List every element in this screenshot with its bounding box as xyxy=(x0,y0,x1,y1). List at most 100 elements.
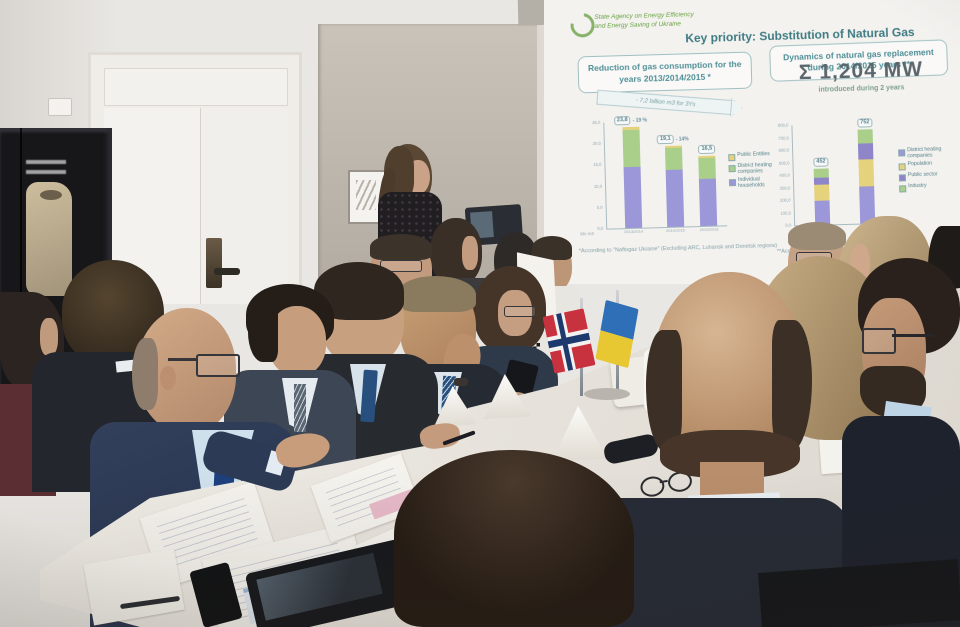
chart-legend: District heating companies Population Publ… xyxy=(898,146,955,196)
bar: 23,8- 19 % 2013/2014 xyxy=(613,116,650,234)
legend-label: District heating companies xyxy=(907,146,942,159)
delegate-paper-man-hair xyxy=(532,236,572,260)
chart-annotation-label: - 7,2 billion m3 for 3Ys xyxy=(635,97,696,108)
chart-bars: 23,8- 19 % 2013/2014 19,1- 14% 2014/2015 16,… xyxy=(604,116,727,234)
bar: 7522015 xyxy=(857,118,876,230)
bar-callout: 752 xyxy=(857,118,873,128)
chart-axis-unit: bln m3 xyxy=(580,231,594,237)
bar-segment xyxy=(813,167,829,178)
coat-hook-shadow xyxy=(40,190,62,200)
legend-swatch xyxy=(898,149,906,157)
young-man-tie xyxy=(294,384,306,432)
bar-segment xyxy=(699,178,718,227)
slide-panel-left-heading: Reduction of gas consumption for the yea… xyxy=(577,51,753,94)
legend-item: Population xyxy=(898,160,955,171)
bar-pct-label: - 14% xyxy=(675,135,689,143)
rear-attendee-face-1 xyxy=(462,236,478,270)
door-card-lock xyxy=(206,238,222,288)
bar-total-label: 452 xyxy=(813,156,829,167)
chart-plot-area: 0,0 100,0 200,0 300,0 400,0 500,0 600,0 700,0 80… xyxy=(778,118,896,231)
phone-woman-face xyxy=(498,290,532,336)
door-handle xyxy=(214,268,240,275)
y-tick-label: 500,0 xyxy=(778,160,790,166)
chart-bars: 4522014 7522015 xyxy=(792,118,895,231)
bald-man-glasses xyxy=(196,354,240,377)
bar-total-label: 23,8 xyxy=(613,116,631,126)
bar-total-label: 752 xyxy=(857,118,873,128)
bar-callout: 23,8- 19 % xyxy=(613,116,648,126)
bar-pct-label: - 19 % xyxy=(632,117,648,124)
sum-value: Σ 1,204 MW xyxy=(798,57,924,85)
senior-man-hair xyxy=(398,276,476,312)
bar-segment xyxy=(698,157,717,179)
y-tick-label: 800,0 xyxy=(777,122,789,128)
y-tick-label: 10,0 xyxy=(593,183,603,189)
flag-stand-base xyxy=(584,388,630,400)
legend-label: Public Entities xyxy=(737,151,770,158)
legend-swatch xyxy=(898,163,906,171)
bar-segment xyxy=(814,184,830,201)
far-left-woman-face xyxy=(40,318,58,356)
y-tick-label: 25,0 xyxy=(592,119,601,126)
bald-man-glasses-arm xyxy=(168,358,198,361)
attendee-glasses-man-hair xyxy=(788,222,846,250)
chart-annotation-arrow: - 7,2 billion m3 for 3Ys xyxy=(596,89,735,116)
legend-label: Industry xyxy=(908,183,927,190)
bar-stack xyxy=(813,167,831,225)
sum-block: Σ 1,204 MW introduced during 2 years xyxy=(768,57,955,95)
phone-woman-glasses xyxy=(504,306,536,317)
bar-segment xyxy=(664,147,683,171)
bar-callout: 19,1- 14% xyxy=(656,134,689,145)
legend-swatch xyxy=(728,165,736,173)
y-tick-label: 20,0 xyxy=(592,141,601,147)
chart-plot-area: 0,0 5,0 10,0 15,0 20,0 25,0 23,8- 19 % 2013/20… xyxy=(592,116,728,234)
bar-stack xyxy=(664,145,684,227)
legend-item: Public sector xyxy=(898,171,955,182)
bald-man-stubble xyxy=(132,338,158,410)
legend-swatch xyxy=(899,185,907,193)
senior-man-watch xyxy=(454,378,468,386)
bar: 16,5 2015/2016 xyxy=(698,120,719,232)
bar: 4522014 xyxy=(812,124,831,231)
bearded-attendee-glasses xyxy=(862,328,896,354)
picture-sketch xyxy=(356,180,376,210)
bald-attendee-hair-right xyxy=(772,320,812,452)
x-category-label: 2013/2014 xyxy=(624,228,644,235)
background-attendee-hair xyxy=(370,234,432,260)
legend-swatch xyxy=(898,174,907,182)
bar-total-label: 19,1 xyxy=(656,134,674,145)
young-man-hair-side xyxy=(248,302,278,362)
annotation-arrowhead xyxy=(730,98,743,118)
legend-label: Public sector xyxy=(907,171,938,179)
bar-segment xyxy=(858,159,875,187)
y-tick-label: 15,0 xyxy=(593,162,602,168)
legend-item: Industry xyxy=(899,183,955,193)
y-tick-label: 100,0 xyxy=(780,210,791,216)
y-tick-label: 700,0 xyxy=(778,135,789,141)
bar-segment xyxy=(622,129,641,167)
bar-segment xyxy=(665,169,684,227)
bar-stack xyxy=(622,126,642,229)
y-tick-label: 200,0 xyxy=(779,197,791,203)
x-category-label: 2015/2016 xyxy=(699,226,719,233)
cabinet-label xyxy=(26,160,66,178)
legend-label: Population xyxy=(907,160,933,168)
bald-attendee-hair-left xyxy=(646,330,682,452)
y-tick-label: 5,0 xyxy=(596,204,603,210)
y-tick-label: 300,0 xyxy=(779,185,791,191)
y-tick-label: 0,0 xyxy=(597,225,604,231)
chart-y-axis: 0,0 100,0 200,0 300,0 400,0 500,0 600,0 700,0 80… xyxy=(773,122,793,228)
legend-swatch xyxy=(728,179,737,187)
bar-segment xyxy=(623,166,642,229)
bar-total-label: 16,5 xyxy=(698,144,716,155)
bald-man-ear xyxy=(160,366,176,390)
bar: 19,1- 14% 2014/2015 xyxy=(656,120,691,233)
y-tick-label: 0,0 xyxy=(785,222,792,228)
bearded-attendee-glasses-arm xyxy=(892,334,934,337)
bar-callout: 452 xyxy=(813,156,829,167)
x-category-label: 2014/2015 xyxy=(665,227,685,234)
chart-y-axis: 0,0 5,0 10,0 15,0 20,0 25,0 xyxy=(585,119,605,231)
bar-segment xyxy=(857,129,873,144)
bar-stack xyxy=(698,155,718,227)
